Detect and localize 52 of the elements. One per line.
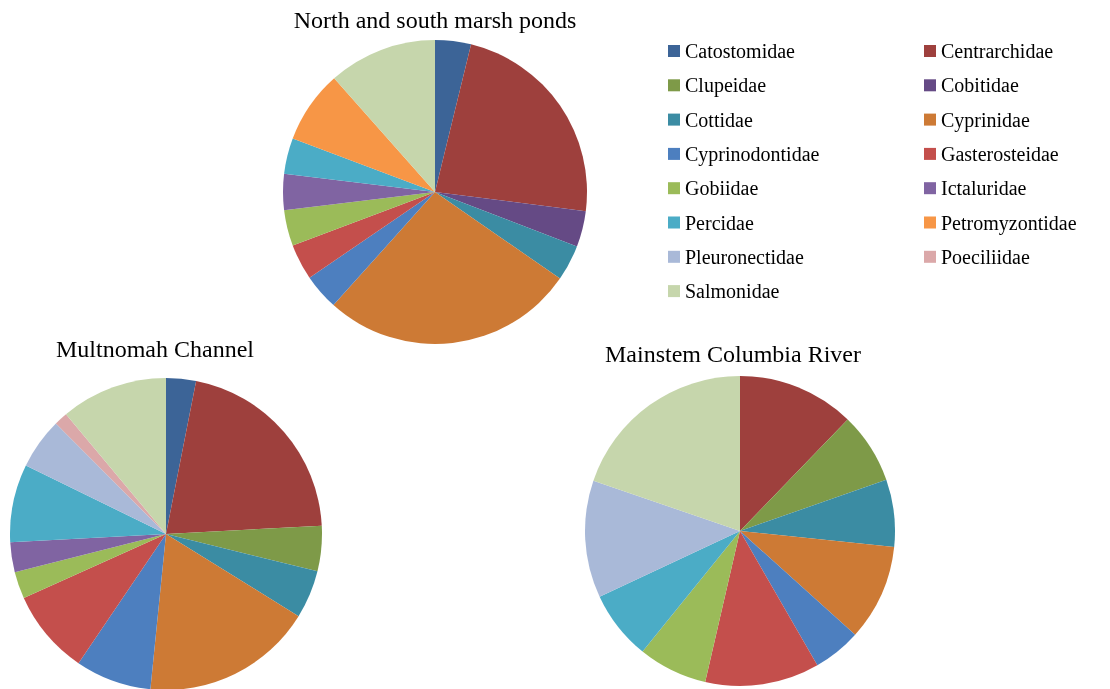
- legend-label: Cottidae: [685, 108, 753, 131]
- pie-slice: [25, 423, 166, 534]
- legend-label: Cobitidae: [941, 74, 1019, 97]
- pie-slice: [642, 531, 740, 683]
- legend-label: Gasterosteidae: [941, 142, 1059, 165]
- pie-slice: [150, 534, 299, 689]
- pie-slice: [334, 40, 435, 192]
- pie-slice: [435, 44, 587, 212]
- legend-label: Ictaluridae: [941, 177, 1027, 200]
- legend-label: Percidae: [685, 211, 754, 234]
- pie-slice: [740, 531, 895, 635]
- pie-slice: [309, 192, 435, 306]
- pie-slice: [55, 414, 166, 534]
- pie-slice: [333, 192, 560, 344]
- pie-slice: [284, 138, 435, 192]
- pie-slice: [166, 380, 322, 534]
- legend-label: Clupeidae: [685, 74, 767, 98]
- pie-slice: [740, 479, 895, 548]
- chart-title: Mainstem Columbia River: [605, 341, 861, 367]
- pie-slice: [599, 531, 740, 652]
- pie-slice: [284, 192, 435, 246]
- pie-slice: [740, 419, 887, 531]
- pie-slice: [14, 534, 166, 599]
- legend-label: Catostomidae: [685, 40, 796, 62]
- pie-slice: [10, 534, 166, 573]
- pie-slice: [705, 531, 818, 686]
- pie-slice: [740, 376, 848, 531]
- pie-slice: [166, 378, 197, 534]
- pie-slice: [65, 378, 166, 534]
- legend-label: Cyprinodontidae: [685, 142, 820, 166]
- legend-label: Centrarchidae: [941, 40, 1054, 62]
- legend-label: Gobiidae: [685, 177, 759, 200]
- chart-title: North and south marsh ponds: [293, 7, 577, 33]
- pie-slice: [740, 531, 856, 666]
- pie-slice: [593, 376, 740, 531]
- pie-slice: [166, 525, 322, 572]
- pie-slice: [435, 40, 472, 192]
- chart-title: Multnomah Channel: [56, 336, 255, 362]
- legend-label: Pleuronectidae: [685, 245, 804, 268]
- pie-slice: [292, 78, 435, 192]
- pie-slice: [23, 534, 166, 664]
- legend-label: Petromyzontidae: [941, 211, 1077, 235]
- legend-label: Salmonidae: [685, 280, 780, 303]
- pie-slice: [435, 192, 586, 247]
- pie-slice: [585, 480, 740, 597]
- pie-slice: [78, 534, 166, 689]
- pie-slice: [435, 192, 577, 279]
- pie-slice: [10, 465, 166, 543]
- legend-label: Cyprinidae: [941, 108, 1030, 132]
- pie-slice: [292, 192, 435, 278]
- pie-slice: [166, 534, 318, 617]
- legend-label: Poeciliidae: [941, 245, 1030, 268]
